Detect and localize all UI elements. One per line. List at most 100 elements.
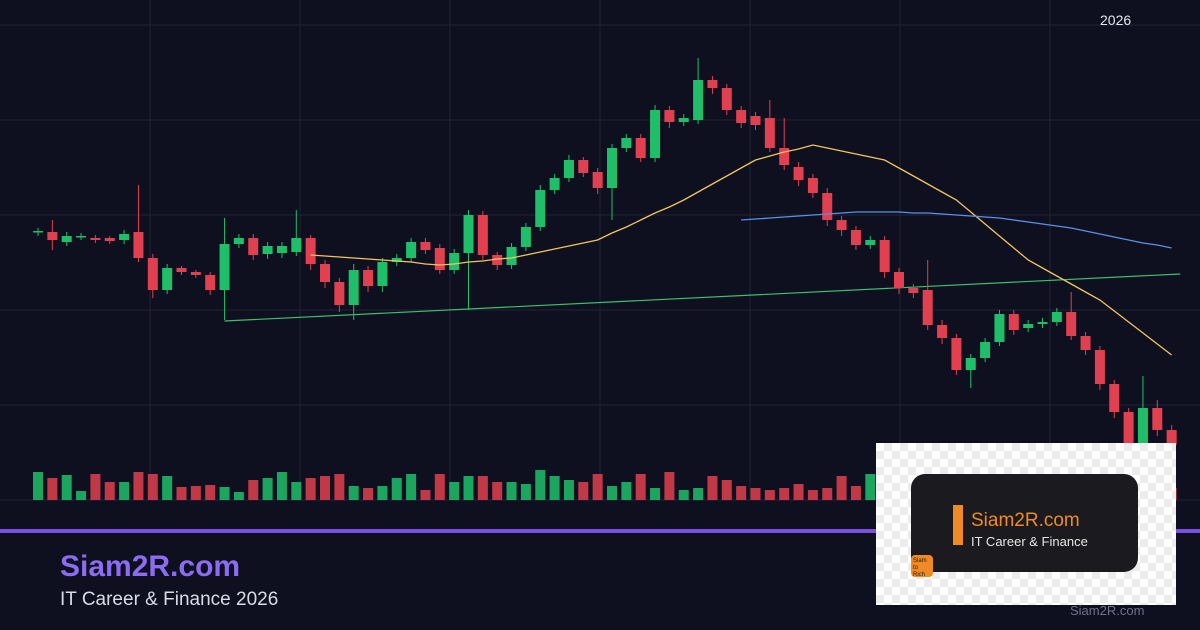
candle-body — [621, 138, 632, 148]
candle-body — [879, 240, 890, 272]
volume-bar — [822, 488, 833, 500]
candle-body — [133, 232, 144, 258]
candle-body — [1094, 350, 1105, 384]
volume-bar — [248, 480, 259, 500]
volume-bar — [721, 480, 732, 500]
volume-bar — [434, 474, 445, 500]
candle-body — [793, 167, 804, 180]
candle-body — [937, 325, 948, 338]
candle-body — [190, 272, 201, 275]
candle-body — [233, 238, 244, 244]
candle-body — [563, 160, 574, 178]
candle-body — [1023, 324, 1034, 328]
volume-bar — [650, 488, 661, 500]
candle-body — [90, 238, 101, 240]
candle-body — [176, 268, 187, 272]
year-label: 2026 — [1100, 12, 1132, 28]
candle-body — [348, 270, 359, 305]
volume-bar — [61, 475, 72, 500]
candle-body — [520, 227, 531, 247]
volume-bar — [305, 478, 316, 500]
volume-bar — [190, 486, 201, 500]
logo-title: Siam2R.com — [971, 510, 1080, 531]
trendline — [224, 273, 1181, 322]
volume-bar — [635, 474, 646, 500]
candle-body — [276, 246, 287, 253]
brand-subtitle: IT Career & Finance 2026 — [60, 589, 279, 610]
volume-bar — [865, 474, 876, 500]
candle-body — [291, 238, 302, 252]
candle-body — [463, 215, 474, 253]
volume-bar — [47, 478, 58, 500]
candle-body — [951, 338, 962, 370]
volume-bar — [750, 488, 761, 500]
candle-body — [693, 80, 704, 120]
candle-body — [850, 230, 861, 245]
volume-bar — [563, 480, 574, 500]
candle-body — [635, 138, 646, 158]
volume-bar — [334, 474, 345, 500]
candle-body — [47, 232, 58, 240]
candle-body — [908, 288, 919, 293]
candle-body — [535, 190, 546, 227]
ma-slow — [741, 211, 1172, 249]
volume-bar — [793, 484, 804, 500]
volume-bar — [205, 485, 216, 500]
candle-body — [1123, 412, 1134, 445]
volume-bar — [391, 478, 402, 500]
candle-body — [219, 244, 230, 290]
candle-body — [248, 238, 259, 255]
footer: Siam2R.com — [1070, 603, 1145, 618]
candle-body — [1137, 408, 1148, 445]
brand-title: Siam2R.com — [60, 550, 241, 583]
volume-bar — [520, 484, 531, 500]
candle-body — [406, 242, 417, 258]
volume-bar — [850, 486, 861, 500]
volume-bar — [535, 470, 546, 500]
candle-body — [492, 255, 503, 265]
candle-body — [320, 264, 330, 282]
candle-body — [1152, 408, 1163, 430]
candle-body — [865, 240, 876, 245]
candle-body — [449, 253, 460, 270]
candle-body — [578, 160, 589, 173]
candle-body — [678, 118, 689, 122]
volume-bar — [492, 482, 503, 500]
candle-body — [61, 236, 72, 242]
candle-body — [76, 236, 87, 238]
candle-body — [822, 193, 833, 220]
candle-body — [721, 88, 732, 110]
logo: Siam2R.com IT Career & Finance Siam to R… — [876, 443, 1176, 605]
candle-body — [650, 110, 661, 158]
volume-bar — [578, 482, 589, 500]
volume-bar — [678, 490, 689, 500]
volume-bar — [549, 476, 560, 500]
candle-body — [750, 116, 761, 125]
candle-body — [965, 358, 976, 370]
candle-body — [434, 248, 445, 270]
logo-card: Siam2R.com IT Career & Finance — [911, 474, 1138, 572]
volume-bar — [693, 488, 704, 500]
volume-bar — [836, 476, 847, 500]
volume-bar — [90, 474, 101, 500]
candle-body — [736, 110, 747, 123]
candle-body — [549, 178, 560, 190]
volume-bar — [33, 472, 43, 500]
candle-body — [391, 258, 402, 262]
vertical-grid — [149, 0, 1051, 500]
candle-body — [994, 314, 1005, 342]
volume-bar — [162, 476, 173, 500]
volume-bar — [449, 482, 460, 500]
volume-bar — [176, 487, 187, 500]
volume-bar — [348, 486, 359, 500]
candle-body — [836, 220, 847, 230]
volume-bar — [477, 476, 488, 500]
ma-fast — [310, 144, 1172, 356]
logo-bar — [953, 505, 963, 545]
candle-body — [162, 268, 173, 290]
candle-body — [363, 270, 374, 286]
volume-bar — [420, 490, 431, 500]
candle-body — [764, 118, 775, 148]
volume-bar — [621, 482, 632, 500]
